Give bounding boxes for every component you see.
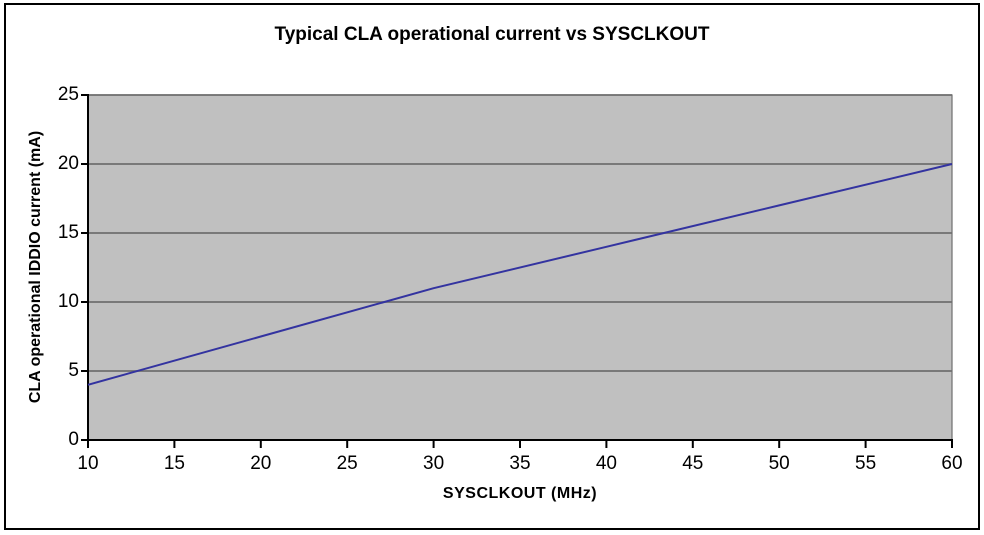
x-tick-label: 45 (682, 453, 704, 474)
x-tick-label: 20 (250, 453, 272, 474)
x-tick-label: 10 (77, 453, 99, 474)
y-tick-label: 5 (68, 360, 79, 381)
x-axis-title: SYSCLKOUT (MHz) (442, 485, 598, 502)
x-tick-label: 15 (163, 453, 185, 474)
y-tick-label: 25 (57, 84, 79, 105)
y-tick-label: 15 (57, 222, 79, 243)
y-axis-title: CLA operational IDDIO current (mA) (27, 130, 44, 404)
y-tick-label: 10 (57, 291, 79, 312)
x-tick-label: 60 (941, 453, 963, 474)
x-tick-label: 30 (423, 453, 445, 474)
y-tick-label: 0 (68, 429, 79, 450)
y-tick-label: 20 (57, 153, 79, 174)
x-tick-label: 35 (509, 453, 531, 474)
series-line (87, 163, 953, 386)
x-tick-label: 40 (595, 453, 617, 474)
chart-title: Typical CLA operational current vs SYSCL… (274, 24, 710, 45)
x-tick-label: 25 (336, 453, 358, 474)
x-tick-label: 50 (768, 453, 790, 474)
x-tick-label: 55 (855, 453, 877, 474)
